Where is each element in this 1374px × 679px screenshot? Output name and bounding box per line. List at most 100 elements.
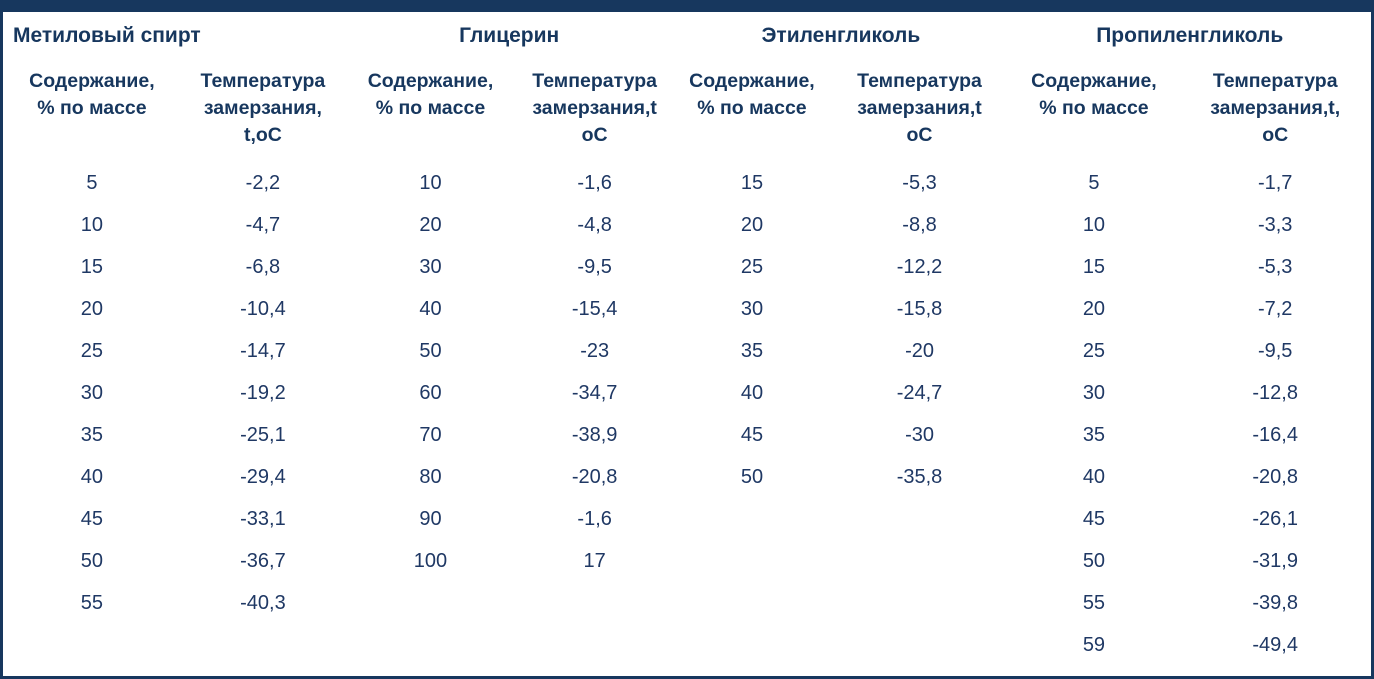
table-row: 35 -25,1 70 -38,9 45 -30 35 -16,4 (3, 414, 1371, 456)
header-content-propylene: Содержание, % по массе (1031, 70, 1157, 119)
content-cell: 35 (740, 339, 764, 362)
temperature-cell: -19,2 (240, 381, 286, 404)
header-content-ethylene: Содержание, % по массе (689, 70, 815, 119)
temperature-cell: -3,3 (1257, 213, 1293, 236)
header-temp-glycerin: Температура замерзания,t оС (532, 70, 657, 146)
temperature-cell: -12,8 (1252, 381, 1298, 404)
content-cell: 20 (1082, 297, 1106, 320)
content-cell: 40 (740, 381, 764, 404)
content-cell: 10 (419, 171, 442, 194)
header-content-methyl: Содержание, % по массе (29, 70, 155, 119)
content-cell: 90 (419, 507, 442, 530)
content-cell: 5 (86, 171, 98, 194)
temperature-cell: -12,2 (896, 255, 943, 278)
content-cell: 100 (413, 549, 448, 572)
temperature-cell: -4,7 (245, 213, 281, 236)
temperature-cell: -39,8 (1252, 591, 1298, 614)
content-cell: 30 (740, 297, 764, 320)
temperature-cell: -35,8 (896, 465, 943, 488)
header-temp-ethylene: Температура замерзания,t оС (857, 70, 982, 146)
content-cell: 50 (1082, 549, 1106, 572)
content-cell: 55 (1082, 591, 1106, 614)
content-cell: 50 (419, 339, 442, 362)
group-title-glycerin: Глицерин (459, 24, 560, 47)
temperature-cell: -40,3 (240, 591, 286, 614)
content-cell: 40 (1082, 465, 1106, 488)
temperature-cell: -49,4 (1252, 633, 1298, 656)
temperature-cell: -33,1 (240, 507, 286, 530)
temperature-cell: -15,4 (571, 297, 618, 320)
header-content-glycerin: Содержание, % по массе (367, 70, 494, 119)
table-row: 15 -6,8 30 -9,5 25 -12,2 15 -5,3 (3, 246, 1371, 288)
table-body: 5 -2,2 10 -1,6 15 -5,3 5 -1,7 10 -4,7 20 -4,8 20 -8,8… (3, 162, 1371, 666)
table-row: 5 -2,2 10 -1,6 15 -5,3 5 -1,7 (3, 162, 1371, 204)
temperature-cell: -5,3 (902, 171, 937, 194)
temperature-cell: -31,9 (1252, 549, 1298, 572)
header-temp-propylene: Температура замерзания,t, оС (1210, 70, 1341, 146)
table-row: 20 -10,4 40 -15,4 30 -15,8 20 -7,2 (3, 288, 1371, 330)
temperature-cell: -14,7 (240, 339, 286, 362)
content-cell: 70 (419, 423, 442, 446)
content-cell: 5 (1088, 171, 1100, 194)
group-title-methyl-alcohol: Метиловый спирт (13, 24, 201, 47)
temperature-cell: -16,4 (1252, 423, 1298, 446)
temperature-cell: -9,5 (577, 255, 612, 278)
content-cell: 40 (419, 297, 442, 320)
table-row: 55 -40,3 55 -39,8 (3, 582, 1371, 624)
content-cell: 30 (419, 255, 442, 278)
group-title-row: Метиловый спирт Глицерин Этиленгликоль П… (3, 12, 1371, 60)
content-cell: 60 (419, 381, 442, 404)
temperature-cell: -24,7 (896, 381, 943, 404)
content-cell: 25 (1082, 339, 1106, 362)
content-cell: 20 (80, 297, 104, 320)
temperature-cell: -1,6 (577, 507, 612, 530)
content-cell: 10 (80, 213, 104, 236)
temperature-cell: -15,8 (896, 297, 943, 320)
content-cell: 55 (80, 591, 104, 614)
content-cell: 35 (80, 423, 104, 446)
temperature-cell: -6,8 (245, 255, 281, 278)
table-row: 10 -4,7 20 -4,8 20 -8,8 10 -3,3 (3, 204, 1371, 246)
content-cell: 15 (740, 171, 764, 194)
temperature-cell: -2,2 (245, 171, 281, 194)
temperature-cell: -29,4 (240, 465, 286, 488)
table-row: 50 -36,7 100 17 50 -31,9 (3, 540, 1371, 582)
temperature-cell: -36,7 (240, 549, 286, 572)
temperature-cell: -34,7 (571, 381, 618, 404)
group-title-ethylene-glycol: Этиленгликоль (761, 24, 921, 47)
content-cell: 80 (419, 465, 442, 488)
content-cell: 30 (80, 381, 104, 404)
column-header-row: Содержание, % по массе Температура замер… (3, 60, 1371, 162)
temperature-cell: -38,9 (571, 423, 618, 446)
header-temp-methyl: Температура замерзания, t,оС (200, 70, 326, 146)
content-cell: 30 (1082, 381, 1106, 404)
temperature-cell: -9,5 (1257, 339, 1293, 362)
temperature-cell: -25,1 (240, 423, 286, 446)
content-cell: 50 (740, 465, 764, 488)
content-cell: 35 (1082, 423, 1106, 446)
content-cell: 59 (1082, 633, 1106, 656)
temperature-cell: -5,3 (1257, 255, 1293, 278)
temperature-cell: -26,1 (1252, 507, 1298, 530)
temperature-cell: -1,6 (577, 171, 612, 194)
content-cell: 45 (1082, 507, 1106, 530)
cropped-title-bar (3, 3, 1371, 12)
temperature-cell: -8,8 (902, 213, 937, 236)
content-cell: 45 (740, 423, 764, 446)
table-row: 25 -14,7 50 -23 35 -20 25 -9,5 (3, 330, 1371, 372)
temperature-cell: -1,7 (1257, 171, 1293, 194)
temperature-cell: -20 (905, 339, 934, 362)
content-cell: 40 (80, 465, 104, 488)
temperature-cell: -30 (905, 423, 934, 446)
temperature-cell: -20,8 (571, 465, 618, 488)
content-cell: 20 (419, 213, 442, 236)
table-row: 30 -19,2 60 -34,7 40 -24,7 30 -12,8 (3, 372, 1371, 414)
temperature-cell: -7,2 (1257, 297, 1293, 320)
temperature-cell: -10,4 (240, 297, 286, 320)
content-cell: 15 (1082, 255, 1106, 278)
content-cell: 10 (1082, 213, 1106, 236)
content-cell: 50 (80, 549, 104, 572)
temperature-cell: 17 (583, 549, 606, 572)
content-cell: 45 (80, 507, 104, 530)
